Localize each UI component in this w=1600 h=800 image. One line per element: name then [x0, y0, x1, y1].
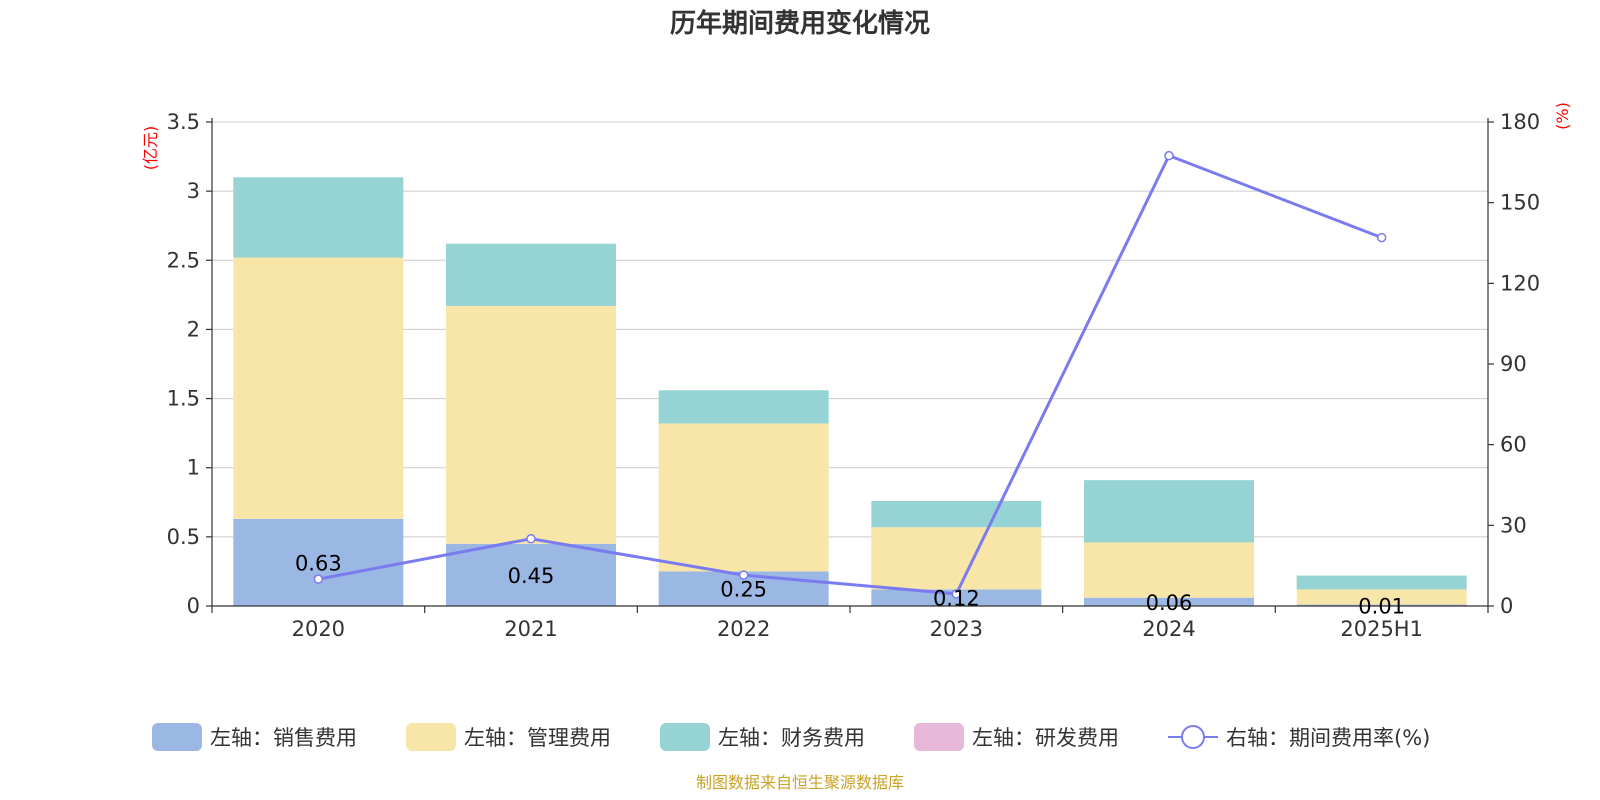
left-tick-label: 2.5 — [167, 248, 200, 272]
rate-point — [313, 574, 324, 584]
right-tick-label: 180 — [1500, 110, 1540, 134]
right-tick-label: 120 — [1500, 271, 1540, 295]
left-tick-label: 3 — [187, 179, 200, 203]
legend-label: 左轴：销售费用 — [210, 726, 357, 750]
legend-item-finance: 左轴：财务费用 — [660, 723, 865, 751]
left-axis-unit: (亿元) — [141, 126, 160, 171]
legend-item-sales: 左轴：销售费用 — [152, 723, 357, 751]
bar-finance — [871, 500, 1042, 528]
legend-label: 左轴：研发费用 — [972, 726, 1119, 750]
bar-admin — [658, 423, 829, 572]
right-axis-unit: (%) — [1553, 102, 1572, 130]
bar-finance — [1296, 575, 1467, 590]
legend-swatch — [152, 723, 202, 751]
bar-sales — [233, 518, 404, 606]
right-tick-label: 60 — [1500, 433, 1527, 457]
legend-item-rate: 右轴：期间费用率(%) — [1168, 725, 1430, 750]
bar-data-label: 0.63 — [295, 551, 342, 575]
bar-admin — [1084, 542, 1254, 598]
rate-point — [738, 570, 749, 580]
bars — [233, 177, 1467, 606]
bar-data-label: 0.25 — [720, 578, 767, 602]
left-tick-label: 1 — [187, 456, 200, 480]
x-tick-label: 2021 — [504, 617, 557, 641]
left-tick-label: 3.5 — [167, 110, 200, 134]
rate-point — [526, 534, 536, 544]
legend: 左轴：销售费用 左轴：管理费用 左轴：财务费用 左轴：研发费用 右轴：期间费用率(%) — [152, 723, 1430, 751]
data-labels: 0.63 0.45 0.25 0.12 0.06 0.01 — [295, 551, 1405, 618]
bar-admin — [233, 257, 404, 519]
x-tick-label: 2022 — [717, 617, 770, 641]
bar-finance — [658, 390, 829, 424]
x-tick-label: 2020 — [292, 617, 345, 641]
right-tick-label: 150 — [1500, 191, 1540, 215]
chart-title: 历年期间费用变化情况 — [670, 8, 930, 39]
left-tick-label: 0.5 — [167, 525, 200, 549]
left-tick-label: 1.5 — [167, 387, 200, 411]
rate-point — [1164, 150, 1174, 161]
bar-admin — [871, 527, 1042, 590]
legend-swatch — [406, 723, 456, 751]
right-tick-label: 30 — [1500, 513, 1527, 537]
legend-label: 左轴：财务费用 — [718, 726, 865, 750]
bar-admin — [446, 305, 616, 544]
legend-swatch — [660, 723, 710, 751]
bar-data-label: 0.12 — [933, 587, 980, 611]
legend-swatch — [914, 723, 964, 751]
right-tick-label: 0 — [1500, 594, 1513, 618]
bar-data-label: 0.06 — [1146, 591, 1193, 615]
rate-point — [951, 589, 962, 599]
x-tick-label: 2024 — [1142, 617, 1195, 641]
bar-sales — [446, 543, 616, 606]
legend-circle-swatch — [1181, 725, 1205, 749]
legend-label: 左轴：管理费用 — [464, 726, 611, 750]
legend-item-rd: 左轴：研发费用 — [914, 723, 1119, 751]
bar-finance — [446, 243, 616, 306]
gridlines — [212, 121, 1488, 538]
bar-data-label: 0.45 — [508, 564, 555, 588]
bar-finance — [1084, 480, 1254, 543]
source-note: 制图数据来自恒生聚源数据库 — [696, 773, 904, 792]
bar-admin — [1296, 589, 1467, 605]
bar-finance — [233, 177, 404, 258]
legend-label: 右轴：期间费用率(%) — [1226, 726, 1430, 750]
axes: 0 0.5 1 1.5 2 2.5 3 3.5 0 30 60 90 120 150 180 2020 2021… — [167, 110, 1541, 641]
left-tick-label: 0 — [187, 594, 200, 618]
bar-sales — [1084, 597, 1254, 606]
bar-data-label: 0.01 — [1358, 594, 1405, 618]
rate-line-path — [318, 153, 1383, 596]
left-tick-label: 2 — [187, 317, 200, 341]
rate-line — [313, 150, 1387, 599]
x-tick-label: 2023 — [930, 617, 983, 641]
rate-point — [1376, 232, 1387, 243]
bar-sales — [1296, 604, 1467, 606]
legend-item-admin: 左轴：管理费用 — [406, 723, 611, 751]
x-tick-label: 2025H1 — [1340, 617, 1423, 641]
right-tick-label: 90 — [1500, 352, 1527, 376]
